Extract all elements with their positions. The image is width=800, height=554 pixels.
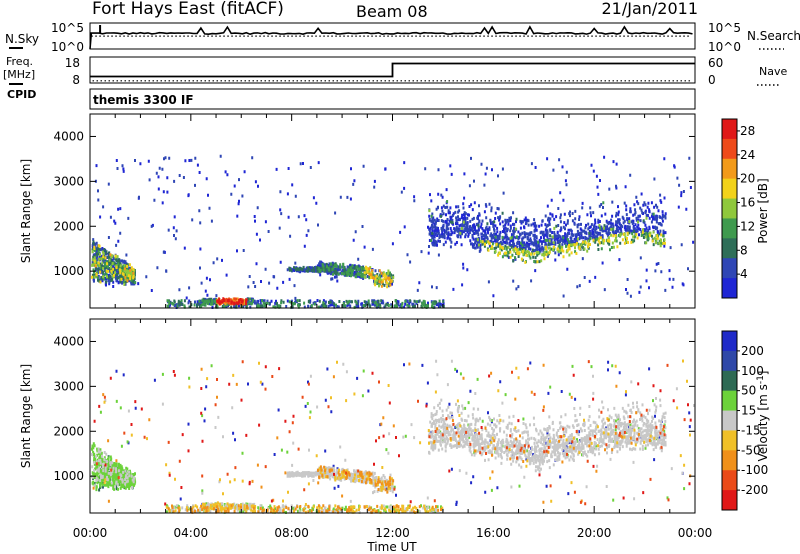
nsky-label: N.Sky <box>5 32 39 46</box>
nave-label: Nave <box>759 65 787 78</box>
colorbar-tick-label: -200 <box>741 483 768 497</box>
time-tick-label: 12:00 <box>375 526 410 540</box>
velocity-axes: 1000 2000 3000 4000 <box>53 319 696 513</box>
colorbar-swatch <box>722 258 737 279</box>
time-tick-label: 00:00 <box>678 526 713 540</box>
freq-unit-label: [MHz] <box>3 68 35 81</box>
colorbar-tick-label: 8 <box>740 243 748 257</box>
nsky-line <box>89 25 693 50</box>
colorbar-swatch <box>722 370 737 392</box>
colorbar-swatch <box>722 158 737 180</box>
colorbar-swatch <box>722 331 737 352</box>
velocity-colorbar-label: Velocity [m s-1] <box>756 371 770 462</box>
beam-label: Beam 08 <box>356 2 428 21</box>
colorbar-frame <box>721 118 738 299</box>
velocity-ylabel: Slant Range [km] <box>19 364 33 468</box>
colorbar-swatch <box>722 218 737 239</box>
cpid-panel-frame <box>89 88 696 110</box>
colorbar-tick-label: 50 <box>741 384 756 398</box>
colorbar-tick-label: 4 <box>740 267 748 281</box>
colorbar-swatch <box>722 178 737 200</box>
freq-series <box>90 62 695 82</box>
colorbar-tick-label: -50 <box>741 443 761 457</box>
freq-panel-frame <box>89 56 696 84</box>
colorbar-swatch <box>722 470 737 491</box>
colorbar-tick-label: 28 <box>740 124 755 138</box>
range-tick-label: 4000 <box>53 129 84 143</box>
range-tick-label: 3000 <box>53 379 84 393</box>
colorbar-swatch <box>722 138 737 160</box>
colorbar-swatch <box>722 490 737 511</box>
colorbar-swatch <box>722 350 737 372</box>
cpid-text: themis 3300 IF <box>93 93 194 107</box>
range-tick-label: 2000 <box>53 424 84 438</box>
colorbar-frame <box>721 330 738 511</box>
freq-label: Freq. <box>6 55 33 68</box>
colorbar-tick-label: 200 <box>741 344 764 358</box>
colorbar-tick-label: 20 <box>740 172 755 186</box>
colorbar-swatch <box>722 450 737 471</box>
power-scatter <box>91 154 695 309</box>
colorbar-tick-label: 24 <box>740 148 755 162</box>
noise-left-tick-top: 10^5 <box>51 21 84 35</box>
data-cells-8 <box>216 297 248 306</box>
velocity-colorbar: 200 100 50 15 -15 -50 -100 -200 <box>721 330 768 511</box>
cpid-label: CPID <box>7 88 36 101</box>
noise-right-tick-bottom: 10^0 <box>708 40 741 54</box>
power-axes: 1000 2000 3000 4000 <box>53 114 696 308</box>
noise-left-tick-bottom: 10^0 <box>51 40 84 54</box>
data-cells-4 <box>91 209 666 288</box>
colorbar-swatch <box>722 278 737 299</box>
time-tick-label: 08:00 <box>274 526 309 540</box>
range-tick-label: 4000 <box>53 334 84 348</box>
time-tick-label: 04:00 <box>174 526 209 540</box>
noise-panel-frame <box>89 22 696 50</box>
freq-left-tick-bottom: 8 <box>72 73 80 87</box>
nsearch-label: N.Search <box>747 29 800 43</box>
freq-right-tick-bottom: 0 <box>708 73 716 87</box>
colorbar-swatch <box>722 430 737 451</box>
data-cells-5 <box>103 359 691 514</box>
noise-series <box>89 25 693 50</box>
power-ylabel: Slant Range [km] <box>19 159 33 263</box>
colorbar-tick-label: 15 <box>741 404 756 418</box>
date-label: 21/Jan/2011 <box>601 0 698 18</box>
colorbar-tick-label: 12 <box>740 219 755 233</box>
noise-right-tick-top: 10^5 <box>708 21 741 35</box>
data-cells-6 <box>94 253 392 306</box>
colorbar-swatch <box>722 390 737 412</box>
freq-right-tick-top: 60 <box>708 56 723 70</box>
velocity-scatter <box>91 359 695 514</box>
data-cells-3 <box>92 200 665 309</box>
range-tick-label: 1000 <box>53 264 84 278</box>
colorbar-tick-label: 100 <box>741 364 764 378</box>
data-cells-0 <box>91 155 695 309</box>
colorbar-swatch <box>722 119 737 140</box>
colorbar-tick-label: 16 <box>740 196 755 210</box>
colorbar-swatch <box>722 410 737 431</box>
colorbar-swatch <box>722 238 737 259</box>
time-tick-label: 00:00 <box>73 526 108 540</box>
plot-title: Fort Hays East (fitACF) <box>92 0 284 19</box>
colorbar-swatch <box>722 198 737 219</box>
time-tick-label: 16:00 <box>476 526 511 540</box>
time-axis: 00:00 04:00 08:00 12:00 16:00 20:00 00:00 <box>73 526 713 540</box>
freq-line <box>90 62 695 78</box>
range-tick-label: 2000 <box>53 219 84 233</box>
time-tick-label: 20:00 <box>577 526 612 540</box>
colorbar-tick-label: -100 <box>741 463 768 477</box>
xaxis-label: Time UT <box>366 540 417 554</box>
data-cells-2 <box>91 211 665 309</box>
colorbar-tick-label: -15 <box>741 423 761 437</box>
power-colorbar: 4 8 12 16 20 24 28 <box>721 118 755 299</box>
range-tick-label: 3000 <box>53 174 84 188</box>
range-tick-label: 1000 <box>53 469 84 483</box>
freq-left-tick-top: 18 <box>65 56 80 70</box>
power-colorbar-label: Power [dB] <box>756 178 770 243</box>
data-cells-4 <box>91 359 695 514</box>
